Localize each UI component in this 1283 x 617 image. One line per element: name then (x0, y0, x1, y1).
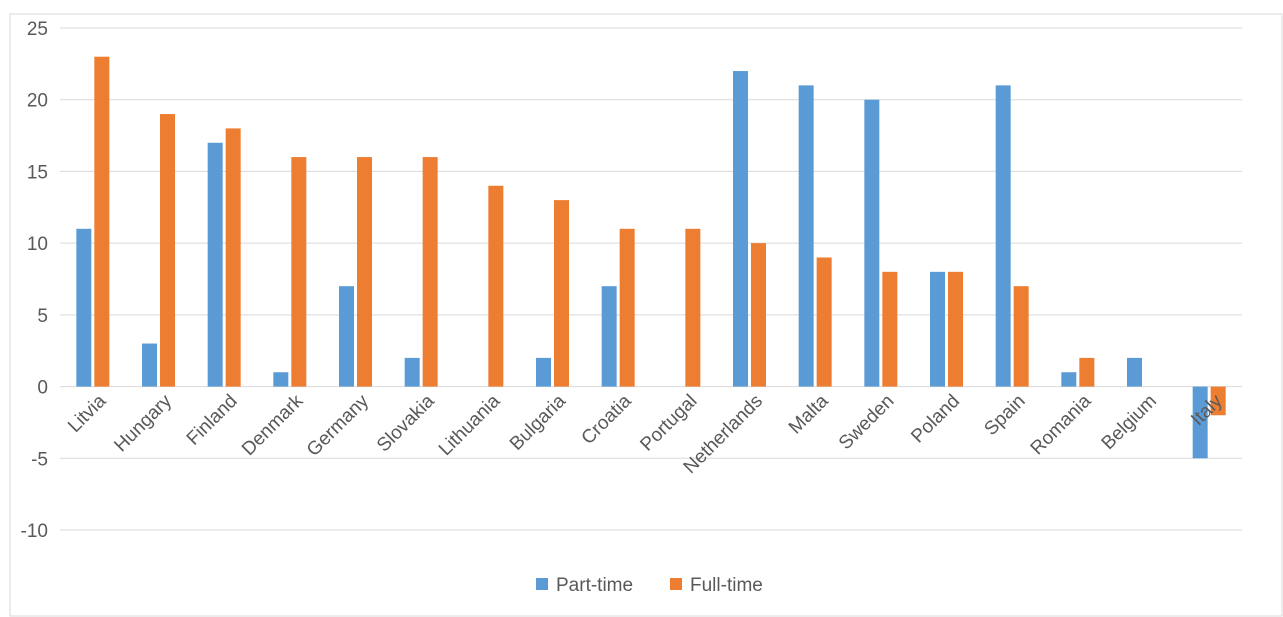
legend-label: Part-time (556, 575, 633, 596)
bar-part-time-poland (930, 271, 945, 387)
bar-part-time-sweden (864, 99, 880, 387)
bar-part-time-litvia (76, 228, 92, 387)
bar-full-time-bulgaria (554, 200, 569, 387)
bar-full-time-lithuania (488, 185, 504, 387)
legend-swatch (670, 578, 682, 590)
y-tick-label: -10 (21, 521, 48, 542)
bar-part-time-belgium (1127, 357, 1142, 387)
legend: Part-time Full-time (536, 575, 763, 596)
bar-full-time-netherlands (751, 243, 766, 387)
legend-label: Full-time (690, 575, 763, 596)
bar-full-time-hungary (160, 114, 175, 387)
bar-full-time-portugal (685, 228, 701, 387)
bar-full-time-sweden (882, 271, 898, 387)
bar-part-time-finland (207, 142, 223, 387)
y-tick-label: 0 (37, 378, 48, 399)
bar-part-time-croatia (601, 286, 617, 387)
y-tick-label: -5 (31, 449, 48, 470)
bar-part-time-slovakia (404, 357, 420, 387)
bar-part-time-italy (1192, 386, 1208, 459)
bar-part-time-netherlands (733, 71, 748, 387)
bar-part-time-malta (798, 85, 814, 387)
bars (76, 56, 1226, 459)
bar-full-time-croatia (619, 228, 635, 387)
y-tick-label: 20 (27, 91, 48, 112)
bar-part-time-romania (1061, 372, 1077, 387)
gridlines (60, 27, 1242, 531)
bar-full-time-germany (357, 157, 372, 387)
y-tick-label: 10 (27, 234, 48, 255)
y-tick-label: 25 (27, 19, 48, 40)
y-tick-label: 5 (37, 306, 48, 327)
bar-full-time-italy (1210, 386, 1226, 416)
bar-full-time-romania (1079, 357, 1095, 387)
bar-full-time-malta (816, 257, 832, 387)
y-tick-label: 15 (27, 162, 48, 183)
bar-full-time-finland (225, 128, 241, 387)
bar-full-time-poland (948, 271, 963, 387)
y-axis-ticks: -10 -5 0 5 10 15 20 25 (21, 19, 48, 542)
bar-part-time-bulgaria (536, 357, 551, 387)
bar-full-time-spain (1013, 286, 1029, 387)
bar-full-time-denmark (291, 157, 307, 387)
legend-swatch (536, 578, 548, 590)
bar-part-time-germany (339, 286, 354, 387)
bar-part-time-denmark (273, 372, 289, 387)
bar-full-time-litvia (94, 56, 110, 387)
bar-full-time-slovakia (422, 157, 438, 387)
bar-part-time-hungary (142, 343, 157, 387)
bar-part-time-spain (995, 85, 1011, 387)
